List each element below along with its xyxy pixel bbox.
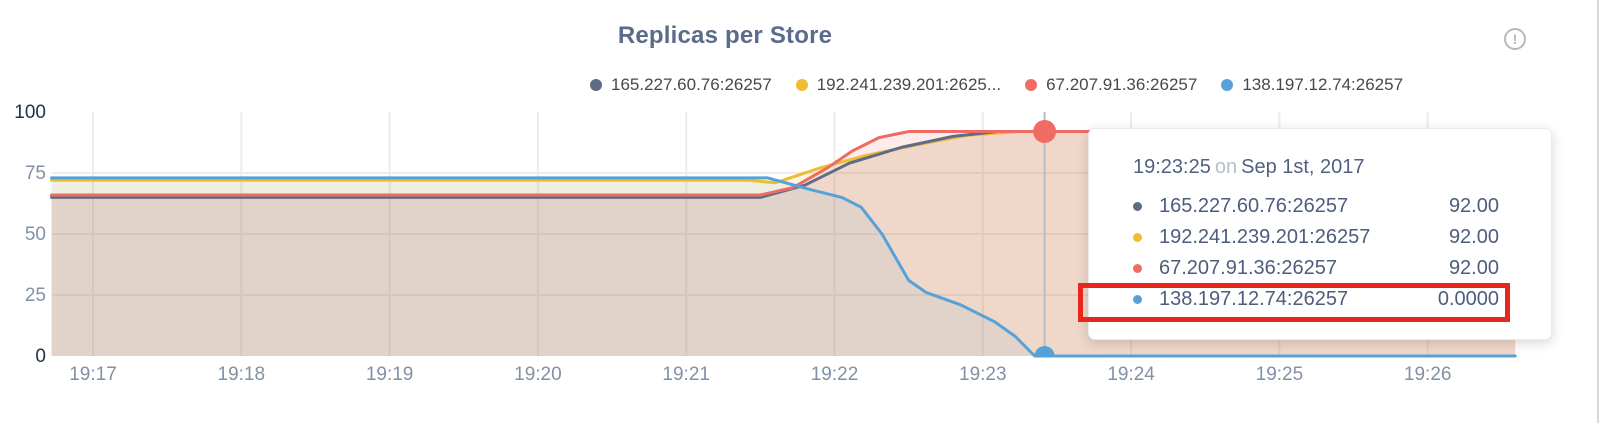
tooltip-row-1: 192.241.239.201:26257 92.00 [1133,222,1499,253]
y-tick-label: 50 [25,224,46,245]
legend-dot [795,79,808,91]
chart-title: Replicas per Store [617,22,833,49]
x-tick-label: 19:19 [366,364,414,385]
tooltip-row-value: 92.00 [1448,195,1499,217]
tooltip-row-2: 67.207.91.36:26257 92.00 [1133,253,1499,284]
y-tick-label: 75 [25,163,46,184]
tooltip-row-dot [1133,202,1142,211]
tooltip-row-label: 67.207.91.36:26257 [1159,257,1337,279]
x-tick-label: 19:26 [1404,364,1452,385]
legend-item-3[interactable]: 138.197.12.74:26257 [1221,75,1403,95]
x-tick-label: 19:17 [69,364,117,385]
legend-label: 165.227.60.76:26257 [611,75,772,94]
tooltip-row-dot [1133,233,1142,242]
legend-label: 192.241.239.201:2625... [816,75,1002,94]
y-tick-label: 100 [14,102,46,123]
legend-item-0[interactable]: 165.227.60.76:26257 [590,75,772,95]
legend-item-2[interactable]: 67.207.91.36:26257 [1025,75,1197,95]
hover-point [1034,346,1055,358]
tooltip-time: 19:23:25 [1133,156,1211,178]
area-fill [51,177,1516,356]
tooltip-row-label: 138.197.12.74:26257 [1159,288,1349,310]
x-tick-label: 19:22 [811,364,859,385]
legend-label: 67.207.91.36:26257 [1046,75,1198,94]
x-tick-label: 19:20 [514,364,562,385]
tooltip-connector: on [1214,156,1238,178]
window-right-border [1597,0,1599,423]
legend-label: 138.197.12.74:26257 [1242,75,1404,94]
tooltip-date: Sep 1st, 2017 [1241,156,1365,178]
legend-dot [1221,79,1234,91]
tooltip-row-0: 165.227.60.76:26257 92.00 [1133,191,1499,222]
x-tick-label: 19:21 [662,364,710,385]
series-line [50,176,1517,358]
info-icon-glyph: ! [1512,31,1518,47]
tooltip-timestamp: 19:23:25 on Sep 1st, 2017 [1133,155,1499,179]
hover-tooltip: 19:23:25 on Sep 1st, 2017 165.227.60.76:26… [1088,128,1552,340]
tooltip-row-label: 165.227.60.76:26257 [1159,195,1349,217]
tooltip-row-value: 0.0000 [1437,288,1499,310]
legend-item-1[interactable]: 192.241.239.201:2625... [795,75,1002,95]
tooltip-row-value: 92.00 [1448,226,1499,248]
x-tick-label: 19:18 [218,364,266,385]
tooltip-rows: 165.227.60.76:26257 92.00 192.241.239.201:… [1133,191,1499,315]
y-tick-label: 0 [35,346,46,367]
tooltip-row-dot [1133,295,1142,304]
tooltip-row-value: 92.00 [1448,257,1499,279]
legend-dot [590,79,602,91]
legend-dot [1025,79,1038,91]
x-tick-label: 19:23 [959,364,1007,385]
hover-point [1033,120,1057,144]
tooltip-row-3: 138.197.12.74:26257 0.0000 [1133,284,1499,315]
chart-legend: 165.227.60.76:26257 192.241.239.201:2625.… [590,75,1403,95]
y-tick-label: 25 [25,285,46,306]
tooltip-row-label: 192.241.239.201:26257 [1159,226,1371,248]
tooltip-row-dot [1133,264,1142,273]
info-icon[interactable]: ! [1504,28,1526,50]
x-tick-label: 19:24 [1107,364,1155,385]
series-line [50,130,1517,197]
x-tick-label: 19:25 [1256,364,1304,385]
